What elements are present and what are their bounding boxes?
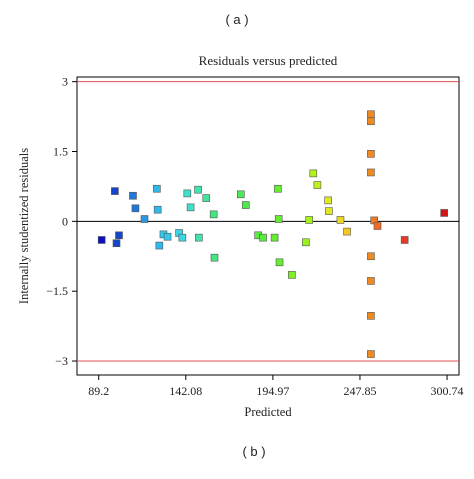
- x-tick-label-2: 194.97: [256, 384, 289, 398]
- data-point-9: [155, 241, 164, 250]
- data-point-44: [367, 312, 375, 320]
- data-point-36: [336, 216, 345, 224]
- data-point-32: [309, 169, 318, 178]
- x-axis-label: Predicted: [244, 405, 292, 419]
- data-point-31: [305, 216, 313, 224]
- data-point-29: [288, 271, 296, 279]
- data-point-19: [209, 210, 218, 219]
- data-point-25: [270, 233, 279, 242]
- data-point-42: [367, 252, 375, 261]
- data-point-34: [324, 196, 332, 205]
- plot-frame: [76, 76, 460, 376]
- data-point-27: [274, 215, 283, 223]
- y-tick-label-2: 0: [62, 214, 68, 228]
- data-point-13: [178, 233, 187, 242]
- data-point-11: [163, 232, 172, 241]
- data-point-8: [153, 205, 162, 214]
- data-point-2: [112, 239, 121, 248]
- panel-label-a: ( a ): [225, 12, 248, 27]
- data-point-37: [343, 227, 351, 236]
- data-point-47: [373, 222, 382, 230]
- data-point-41: [367, 168, 375, 177]
- chart-title: Residuals versus predicted: [199, 53, 338, 68]
- data-point-18: [202, 194, 211, 202]
- data-point-28: [275, 258, 284, 267]
- data-point-5: [131, 204, 140, 213]
- data-point-40: [367, 150, 375, 158]
- x-tick-label-1: 142.08: [169, 384, 202, 398]
- data-point-33: [313, 181, 322, 189]
- x-tick-label-3: 247.85: [343, 384, 376, 398]
- y-axis-label: Internally studentized residuals: [17, 148, 31, 304]
- data-point-20: [210, 253, 219, 262]
- x-tick-label-0: 89.2: [88, 384, 109, 398]
- data-point-26: [274, 184, 282, 193]
- data-point-24: [259, 233, 267, 242]
- data-point-1: [111, 187, 119, 195]
- y-tick-label-4: −3: [55, 354, 68, 368]
- x-tick-label-4: 300.74: [431, 384, 464, 398]
- data-point-21: [237, 190, 245, 199]
- y-tick-label-3: −1.5: [46, 284, 68, 298]
- data-point-35: [325, 207, 333, 215]
- data-point-48: [400, 236, 409, 244]
- panel-label-b: ( b ): [242, 444, 265, 459]
- data-point-14: [183, 189, 192, 198]
- data-point-39: [367, 117, 375, 126]
- data-point-7: [153, 184, 161, 193]
- y-tick-label-1: 1.5: [53, 145, 68, 159]
- data-point-3: [115, 231, 123, 240]
- data-point-49: [440, 209, 448, 217]
- data-point-16: [194, 185, 202, 194]
- data-point-15: [186, 203, 195, 212]
- data-point-30: [302, 238, 310, 247]
- data-point-6: [140, 215, 149, 223]
- data-point-38: [367, 110, 375, 119]
- y-tick-label-0: 3: [62, 75, 68, 89]
- data-point-43: [367, 277, 375, 285]
- data-point-0: [97, 236, 106, 244]
- data-point-45: [367, 350, 375, 358]
- data-point-4: [129, 191, 137, 200]
- data-point-22: [241, 201, 250, 209]
- data-point-17: [195, 233, 203, 242]
